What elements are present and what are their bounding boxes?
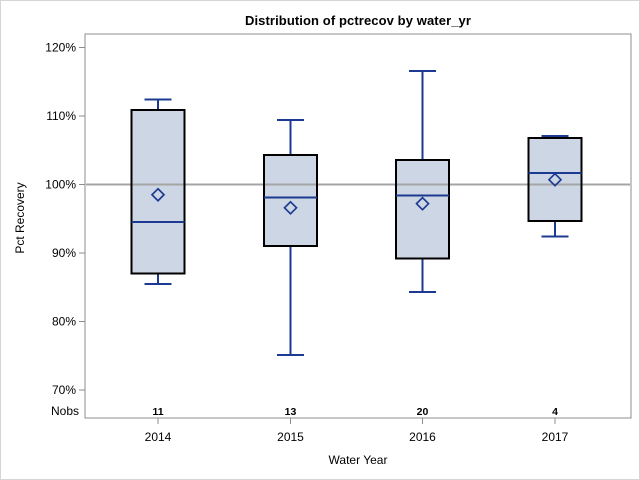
box-fill-2017 [528,137,582,221]
mean-diamond [547,172,563,187]
nobs-value: 11 [152,406,163,418]
y-tick-label: 90% [52,246,76,260]
y-tick-label: 80% [52,315,76,329]
box-border-2015 [263,154,318,248]
plot-frame [84,33,632,419]
x-tick-label: 2016 [409,430,436,444]
box-border-2017 [527,136,583,222]
mean-diamond [415,196,430,211]
x-tick-label: 2017 [542,430,569,444]
nobs-value: 20 [417,406,429,418]
mean-diamond [283,200,298,215]
y-tick-label: 70% [52,383,76,397]
y-tick-label: 120% [45,41,76,55]
x-tick-label: 2014 [145,430,172,444]
chart-title: Distribution of pctrecov by water_yr [244,13,472,28]
nobs-value: 13 [285,406,297,418]
x-tick-label: 2015 [277,430,304,444]
mean-diamond [150,187,166,202]
x-axis-title: Water Year [328,453,388,467]
y-tick-label: 100% [45,178,76,192]
nobs-value: 4 [552,406,558,418]
box-fill-2014 [131,109,185,274]
nobs-row-label: Nobs [50,404,79,418]
box-border-2014 [130,108,186,275]
y-tick-label: 110% [46,109,76,123]
box-border-2016 [395,158,450,260]
